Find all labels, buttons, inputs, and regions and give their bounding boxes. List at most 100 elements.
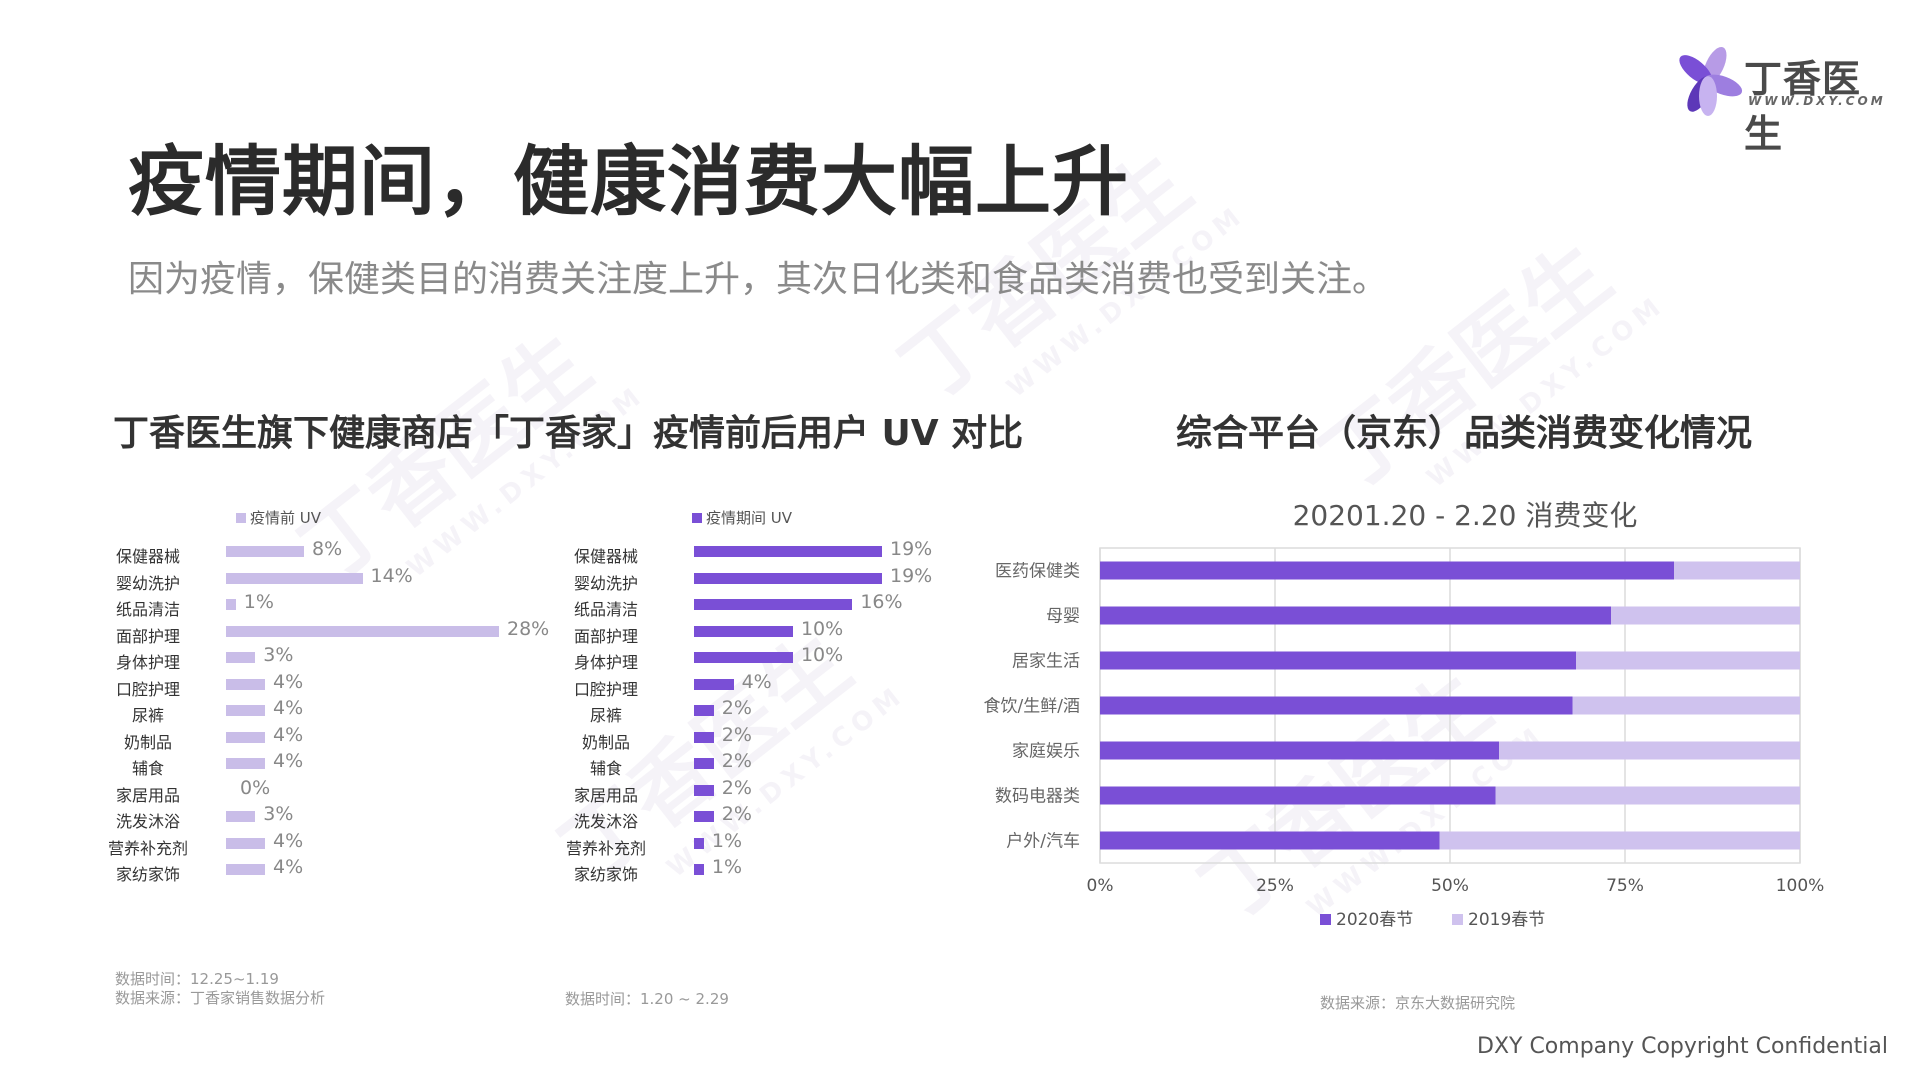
chart2-category-label: 营养补充剂 — [565, 838, 646, 858]
chart2-bar — [694, 731, 714, 743]
chart3-legend-label: 2020春节 — [1336, 910, 1413, 930]
chart1-bar — [226, 678, 265, 690]
left-data-time: 数据时间：12.25~1.19 — [115, 970, 279, 988]
chart3-bar-2020 — [1100, 696, 1573, 715]
chart2-value-label: 2% — [721, 697, 752, 719]
chart2-bar — [694, 678, 734, 690]
chart2-bar — [694, 784, 714, 796]
left-notes: 数据时间：12.25~1.19 数据来源：丁香家销售数据分析 — [115, 970, 325, 1008]
chart1-bar — [226, 758, 265, 769]
chart2-category-label: 洗发沐浴 — [573, 812, 638, 831]
middle-data-time: 数据时间：1.20 ~ 2.29 — [565, 990, 729, 1008]
chart2-category-label: 家纺家饰 — [573, 865, 638, 884]
chart1-value-label: 1% — [243, 591, 274, 613]
chart2-bar — [694, 837, 704, 849]
copyright: DXY Company Copyright Confidential — [1477, 1034, 1888, 1059]
chart1-legend: 疫情前 UV — [236, 507, 321, 528]
chart2-category-label: 身体护理 — [573, 653, 638, 672]
chart3-bar-2019 — [1499, 741, 1800, 760]
chart1-category-label: 保健器械 — [115, 547, 180, 566]
chart1-category-label: 家居用品 — [115, 785, 180, 805]
chart2-value-label: 1% — [711, 856, 743, 878]
chart1-category-label: 营养补充剂 — [107, 838, 188, 858]
chart2-value-label: 2% — [721, 723, 752, 746]
chart1-category-label: 尿裤 — [131, 706, 164, 725]
chart3-category-label: 医药保健类 — [995, 562, 1080, 582]
chart1-legend-label: 疫情前 UV — [250, 509, 322, 527]
chart2-category-label: 保健器械 — [573, 547, 638, 566]
chart1-pre-uv: 保健器械 8% 婴幼洗护 14% 纸品清洁 1% 面部护理 28% 身体护理 3% 口腔护理 4% 尿裤… — [0, 0, 549, 884]
chart2-bar — [694, 599, 853, 610]
chart3-category-label: 母婴 — [1046, 607, 1080, 627]
chart2-category-label: 家居用品 — [573, 785, 638, 805]
chart3-bar-2019 — [1439, 831, 1800, 850]
chart1-category-label: 纸品清洁 — [115, 600, 180, 619]
chart1-value-label: 3% — [263, 803, 294, 825]
chart1-bar — [226, 864, 265, 875]
chart3-jd-category: 0% 25% 50% 75% 100% 医药保健类母婴居家生活食饮/生鲜/酒家庭娱乐数码电… — [984, 547, 1824, 930]
chart3-bar-2019 — [1674, 561, 1800, 580]
chart2-bar — [694, 652, 793, 663]
chart3-x-tick-label: 50% — [1431, 876, 1469, 896]
right-section-title: 综合平台（京东）品类消费变化情况 — [1176, 413, 1753, 454]
chart3-legend-label: 2019春节 — [1468, 910, 1545, 930]
chart2-legend: 疫情期间 UV — [692, 507, 792, 528]
chart2-category-label: 面部护理 — [573, 626, 638, 646]
brand-logo: 丁香医生 WWW.DXY.COM — [1668, 40, 1888, 156]
chart1-value-label: 4% — [273, 723, 304, 746]
chart3-legend-swatch — [1452, 914, 1463, 925]
chart2-value-label: 2% — [721, 750, 752, 772]
left-data-source: 数据来源：丁香家销售数据分析 — [115, 989, 326, 1007]
chart3-bar-2020 — [1100, 741, 1499, 760]
chart3-bar-2020 — [1100, 651, 1576, 670]
chart2-bar — [694, 864, 704, 875]
chart2-legend-swatch — [692, 513, 702, 523]
chart2-bar — [694, 811, 714, 822]
flower-logo-icon — [1679, 46, 1743, 116]
brand-url: WWW.DXY.COM — [1748, 94, 1886, 108]
chart2-value-label: 16% — [860, 591, 903, 613]
chart1-bar — [226, 572, 363, 584]
chart1-value-label: 4% — [273, 750, 304, 772]
chart1-bar — [226, 811, 256, 822]
chart3-category-label: 居家生活 — [1012, 652, 1080, 672]
chart2-value-label: 19% — [890, 538, 933, 560]
chart1-category-label: 家纺家饰 — [115, 865, 180, 884]
chart2-value-label: 2% — [721, 803, 752, 825]
chart2-legend-label: 疫情期间 UV — [706, 509, 793, 527]
chart1-bar — [226, 731, 265, 743]
chart1-value-label: 4% — [273, 670, 304, 693]
chart1-category-label: 辅食 — [131, 759, 164, 778]
page-title: 疫情期间，健康消费大幅上升 — [128, 137, 1129, 226]
chart3-category-label: 数码电器类 — [995, 787, 1080, 807]
chart1-category-label: 婴幼洗护 — [115, 573, 180, 593]
chart1-value-label: 28% — [507, 617, 550, 640]
chart2-bar — [694, 625, 793, 637]
chart1-legend-swatch — [236, 513, 246, 523]
chart3-x-tick-label: 0% — [1087, 876, 1114, 896]
chart3-bar-2020 — [1100, 606, 1611, 625]
chart2-value-label: 19% — [890, 564, 933, 587]
chart3-category-label: 家庭娱乐 — [1012, 742, 1080, 762]
chart1-category-label: 面部护理 — [115, 626, 180, 646]
chart3-x-tick-label: 75% — [1606, 876, 1644, 896]
chart1-bar — [226, 599, 236, 610]
chart3-bar-2019 — [1572, 696, 1800, 715]
chart2-category-label: 辅食 — [589, 759, 622, 778]
chart2-category-label: 口腔护理 — [573, 679, 638, 699]
chart3-bar-2019 — [1611, 606, 1800, 625]
chart3-category-label: 户外/汽车 — [1006, 832, 1080, 852]
right-data-source: 数据来源：京东大数据研究院 — [1320, 994, 1516, 1012]
chart2-category-label: 尿裤 — [589, 706, 622, 725]
left-section-title: 丁香医生旗下健康商店「丁香家」疫情前后用户 UV 对比 — [113, 413, 1024, 454]
brand-name: 丁香医生 — [1744, 57, 1862, 156]
chart3-legend-swatch — [1320, 914, 1331, 925]
chart3-bar-2019 — [1576, 651, 1800, 670]
chart3-x-tick-label: 25% — [1256, 876, 1294, 896]
chart1-category-label: 身体护理 — [115, 653, 180, 672]
chart1-value-label: 14% — [370, 564, 413, 587]
chart3-bar-2020 — [1100, 561, 1674, 580]
chart1-value-label: 4% — [273, 856, 304, 878]
chart2-category-label: 婴幼洗护 — [573, 573, 638, 593]
